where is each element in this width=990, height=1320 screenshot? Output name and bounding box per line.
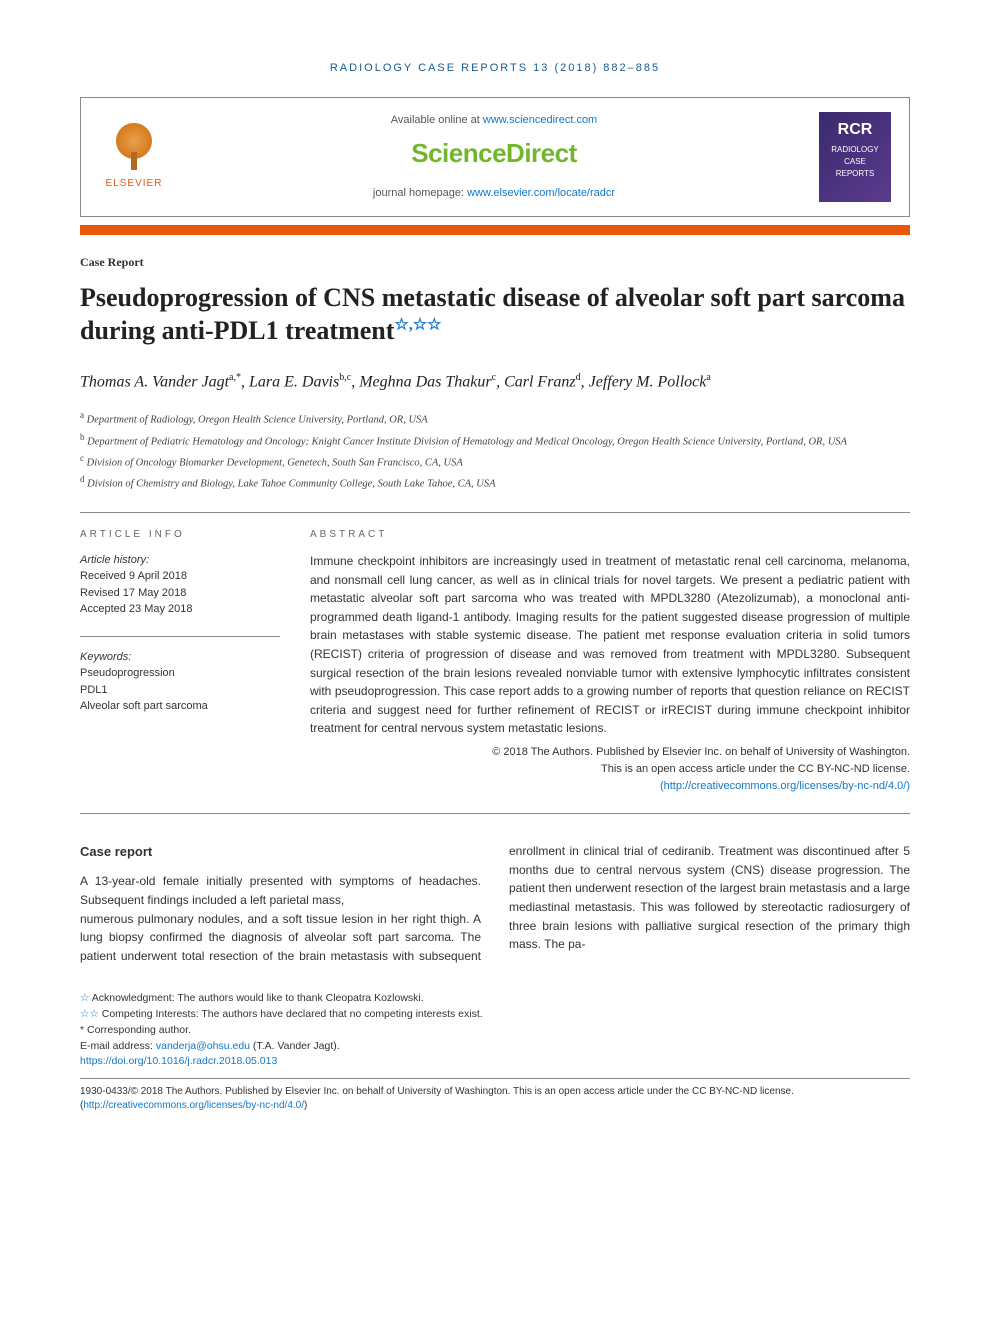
history-accepted: Accepted 23 May 2018 <box>80 601 280 618</box>
affiliation-a: a Department of Radiology, Oregon Health… <box>80 408 910 429</box>
title-footnote-stars: ☆,☆☆ <box>394 317 441 334</box>
case-report-heading: Case report <box>80 842 481 862</box>
keyword-2: PDL1 <box>80 682 280 699</box>
cover-line1: RADIOLOGY <box>823 144 887 156</box>
competing-interests: ☆☆ Competing Interests: The authors have… <box>80 1007 910 1023</box>
footer-license-link[interactable]: http://creativecommons.org/licenses/by-n… <box>83 1100 304 1111</box>
author-4: Carl Franz <box>504 373 576 390</box>
email-label: E-mail address: <box>80 1040 156 1052</box>
body-columns: Case report A 13-year-old female initial… <box>80 842 910 965</box>
divider-bottom <box>80 813 910 814</box>
body-p1: A 13-year-old female initially presented… <box>80 872 481 909</box>
author-4-sup: d <box>576 372 581 383</box>
footer-bar: 1930-0433/© 2018 The Authors. Published … <box>80 1078 910 1113</box>
acknowledgment: ☆ Acknowledgment: The authors would like… <box>80 991 910 1007</box>
history-revised: Revised 17 May 2018 <box>80 585 280 602</box>
running-head: Radiology Case Reports 13 (2018) 882–885 <box>80 60 910 77</box>
abstract-copyright: © 2018 The Authors. Published by Elsevie… <box>310 744 910 795</box>
affiliations: a Department of Radiology, Oregon Health… <box>80 408 910 493</box>
history-received: Received 9 April 2018 <box>80 568 280 585</box>
author-5: Jeffery M. Pollock <box>589 373 707 390</box>
orange-divider-bar <box>80 225 910 235</box>
author-3-sup: c <box>492 372 496 383</box>
affiliation-b: b Department of Pediatric Hematology and… <box>80 430 910 451</box>
elsevier-wordmark: ELSEVIER <box>106 176 163 191</box>
keywords-block: Keywords: Pseudoprogression PDL1 Alveola… <box>80 649 280 715</box>
header-box: ELSEVIER Available online at www.science… <box>80 97 910 217</box>
author-1: Thomas A. Vander Jagt <box>80 373 229 390</box>
body-col1: Case report A 13-year-old female initial… <box>80 842 481 909</box>
cover-line3: REPORTS <box>823 168 887 180</box>
author-2: Lara E. Davis <box>249 373 339 390</box>
copyright-line2: This is an open access article under the… <box>310 761 910 778</box>
cover-line2: CASE <box>823 156 887 168</box>
article-title: Pseudoprogression of CNS metastatic dise… <box>80 281 910 349</box>
keyword-3: Alveolar soft part sarcoma <box>80 698 280 715</box>
author-3: Meghna Das Thakur <box>359 373 491 390</box>
section-label: Case Report <box>80 253 910 271</box>
author-1-sup: a,* <box>229 372 241 383</box>
corresponding-author: * Corresponding author. <box>80 1023 910 1039</box>
keywords-label: Keywords: <box>80 649 280 666</box>
journal-cover: RCR RADIOLOGY CASE REPORTS <box>819 112 891 202</box>
affiliation-c: c Division of Oncology Biomarker Develop… <box>80 451 910 472</box>
history-label: Article history: <box>80 552 280 569</box>
elsevier-tree-icon <box>107 122 161 176</box>
journal-homepage-line: journal homepage: www.elsevier.com/locat… <box>169 185 819 202</box>
abstract-text: Immune checkpoint inhibitors are increas… <box>310 552 910 738</box>
license-link[interactable]: (http://creativecommons.org/licenses/by-… <box>660 780 910 792</box>
author-2-sup: b,c <box>339 372 351 383</box>
info-divider <box>80 636 280 637</box>
author-5-sup: a <box>706 372 710 383</box>
available-prefix: Available online at <box>391 114 483 126</box>
sciencedirect-link[interactable]: www.sciencedirect.com <box>483 114 597 126</box>
abstract-head: ABSTRACT <box>310 527 910 543</box>
journal-homepage-link[interactable]: www.elsevier.com/locate/radcr <box>467 187 615 199</box>
article-history: Article history: Received 9 April 2018 R… <box>80 552 280 618</box>
sciencedirect-logo: ScienceDirect <box>169 134 819 173</box>
doi-link[interactable]: https://doi.org/10.1016/j.radcr.2018.05.… <box>80 1055 277 1067</box>
article-info-column: ARTICLE INFO Article history: Received 9… <box>80 527 280 796</box>
header-center: Available online at www.sciencedirect.co… <box>169 112 819 202</box>
abstract-column: ABSTRACT Immune checkpoint inhibitors ar… <box>310 527 910 796</box>
homepage-prefix: journal homepage: <box>373 187 467 199</box>
affiliation-d: d Division of Chemistry and Biology, Lak… <box>80 472 910 493</box>
email-line: E-mail address: vanderja@ohsu.edu (T.A. … <box>80 1039 910 1055</box>
info-abstract-row: ARTICLE INFO Article history: Received 9… <box>80 513 910 814</box>
cover-rcr: RCR <box>823 118 887 142</box>
footnotes: ☆ Acknowledgment: The authors would like… <box>80 991 910 1070</box>
elsevier-logo: ELSEVIER <box>99 122 169 191</box>
email-link[interactable]: vanderja@ohsu.edu <box>156 1040 250 1052</box>
article-info-head: ARTICLE INFO <box>80 527 280 542</box>
title-text: Pseudoprogression of CNS metastatic dise… <box>80 283 905 346</box>
email-suffix: (T.A. Vander Jagt). <box>250 1040 340 1052</box>
keyword-1: Pseudoprogression <box>80 665 280 682</box>
footer-text-end: ) <box>304 1100 307 1111</box>
author-list: Thomas A. Vander Jagta,*, Lara E. Davisb… <box>80 370 910 394</box>
available-online-line: Available online at www.sciencedirect.co… <box>169 112 819 129</box>
copyright-line1: © 2018 The Authors. Published by Elsevie… <box>310 744 910 761</box>
